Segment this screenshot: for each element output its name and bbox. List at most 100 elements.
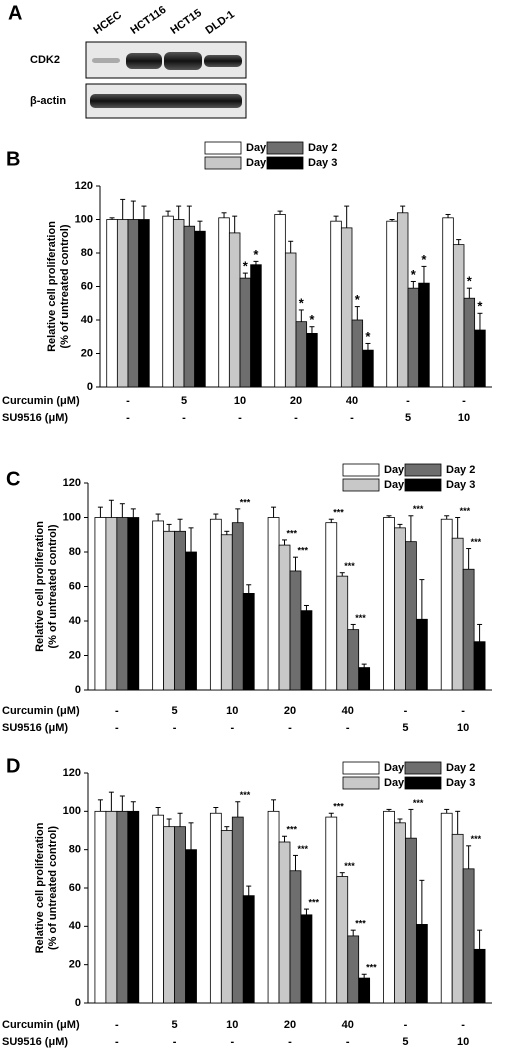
bar bbox=[172, 219, 185, 388]
x-tick-label: 5 bbox=[402, 1036, 408, 1048]
bar bbox=[452, 244, 465, 388]
x-tick-label: 10 bbox=[457, 1036, 469, 1048]
bar bbox=[405, 837, 417, 1004]
y-tick-label: 120 bbox=[63, 767, 81, 779]
y-tick-label: 120 bbox=[75, 180, 93, 192]
y-tick-label: 40 bbox=[69, 615, 81, 627]
bar bbox=[228, 232, 241, 388]
significance: *** bbox=[333, 802, 344, 812]
legend-swatch bbox=[342, 761, 380, 775]
bar bbox=[325, 522, 338, 691]
x-tick-label: - bbox=[346, 722, 350, 734]
x-tick-label: - bbox=[346, 1036, 350, 1048]
bar bbox=[451, 537, 464, 691]
x-tick-label: - bbox=[404, 1019, 408, 1031]
bar bbox=[440, 812, 453, 1004]
bar bbox=[300, 610, 313, 691]
bar bbox=[116, 219, 129, 388]
bar bbox=[242, 593, 255, 691]
bar bbox=[351, 319, 364, 388]
bar bbox=[394, 527, 406, 691]
bar bbox=[462, 568, 475, 691]
significance: *** bbox=[413, 504, 424, 514]
x-tick-label: 40 bbox=[346, 395, 358, 407]
bar bbox=[278, 544, 291, 691]
bar bbox=[394, 822, 406, 1004]
blot-band bbox=[204, 55, 242, 67]
bar bbox=[209, 812, 222, 1004]
bar bbox=[358, 977, 371, 1004]
legend-swatch bbox=[204, 156, 242, 170]
bar bbox=[174, 530, 186, 691]
x-tick-label: 10 bbox=[457, 722, 469, 734]
bar bbox=[94, 517, 107, 691]
blot-band bbox=[164, 52, 202, 70]
legend-swatch bbox=[342, 776, 380, 790]
blot-band bbox=[92, 58, 120, 63]
bar bbox=[185, 551, 197, 691]
bar bbox=[278, 841, 291, 1004]
legend-swatch bbox=[404, 463, 442, 477]
x-tick-label: 5 bbox=[172, 705, 178, 717]
y-tick-label: 120 bbox=[63, 477, 81, 489]
x-tick-label: - bbox=[173, 722, 177, 734]
row-label: SU9516 (μM) bbox=[2, 412, 68, 424]
x-tick-label: 20 bbox=[284, 705, 296, 717]
y-tick-label: 60 bbox=[69, 580, 81, 592]
y-axis-label: (% of untreated control) bbox=[47, 826, 59, 950]
bar bbox=[163, 826, 175, 1004]
bar bbox=[473, 641, 486, 691]
significance: *** bbox=[308, 897, 319, 907]
bar bbox=[336, 575, 349, 691]
bar bbox=[451, 833, 464, 1004]
significance: *** bbox=[287, 528, 298, 538]
bar bbox=[340, 227, 353, 388]
x-tick-label: - bbox=[230, 722, 234, 734]
y-axis-label: Relative cell proliferation bbox=[46, 221, 58, 352]
x-tick-label: - bbox=[288, 1036, 292, 1048]
x-tick-label: 10 bbox=[226, 705, 238, 717]
row-label: Curcumin (μM) bbox=[2, 705, 80, 717]
y-tick-label: 40 bbox=[81, 314, 93, 326]
x-tick-label: - bbox=[182, 412, 186, 424]
x-tick-label: - bbox=[461, 705, 465, 717]
significance: *** bbox=[366, 963, 377, 973]
x-tick-label: - bbox=[115, 705, 119, 717]
panel-label: A bbox=[8, 2, 22, 24]
significance: * bbox=[421, 252, 427, 267]
significance: *** bbox=[344, 861, 355, 871]
bar bbox=[94, 810, 107, 1004]
bar bbox=[358, 667, 371, 691]
x-tick-label: 10 bbox=[226, 1019, 238, 1031]
x-tick-label: - bbox=[404, 705, 408, 717]
legend-swatch bbox=[266, 141, 304, 155]
legend-label: Day 2 bbox=[446, 762, 475, 774]
row-label: β-actin bbox=[30, 95, 66, 107]
lane-label: HCT15 bbox=[169, 7, 204, 37]
bar bbox=[163, 530, 175, 691]
x-tick-label: - bbox=[294, 412, 298, 424]
significance: * bbox=[309, 312, 315, 327]
bar bbox=[127, 517, 140, 691]
bar bbox=[116, 810, 129, 1004]
bar bbox=[295, 321, 308, 388]
x-tick-label: - bbox=[462, 395, 466, 407]
bar bbox=[415, 618, 428, 691]
bar bbox=[473, 948, 486, 1004]
bar bbox=[336, 876, 349, 1004]
x-tick-label: - bbox=[126, 412, 130, 424]
bar bbox=[289, 570, 302, 691]
blot-band bbox=[90, 94, 242, 108]
significance: *** bbox=[297, 546, 308, 556]
y-tick-label: 80 bbox=[81, 247, 93, 259]
significance: * bbox=[365, 329, 371, 344]
significance: *** bbox=[287, 825, 298, 835]
x-tick-label: - bbox=[288, 722, 292, 734]
bar bbox=[209, 518, 222, 691]
x-tick-label: 20 bbox=[284, 1019, 296, 1031]
bar bbox=[386, 220, 398, 388]
y-axis-label: (% of untreated control) bbox=[59, 224, 71, 348]
bar bbox=[106, 219, 118, 388]
bar bbox=[162, 215, 174, 388]
significance: * bbox=[477, 299, 483, 314]
